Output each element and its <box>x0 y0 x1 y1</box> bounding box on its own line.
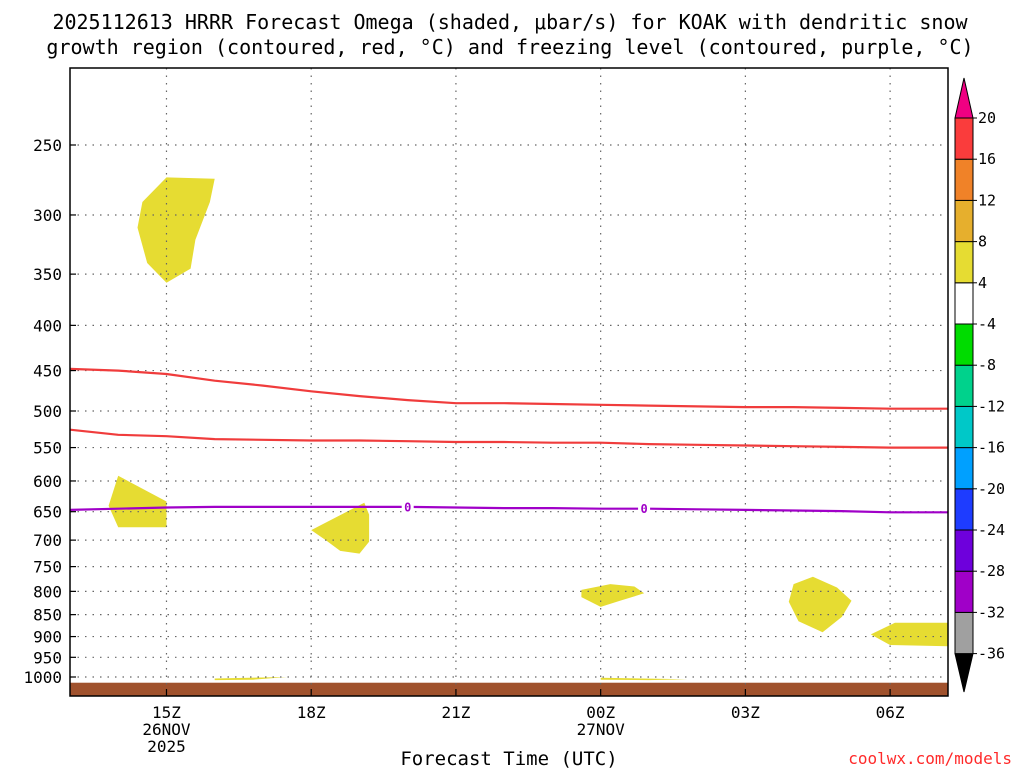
omega-region-4 <box>581 584 645 607</box>
credit-text: coolwx.com/models <box>848 749 1012 768</box>
y-tick-label-950: 950 <box>33 648 62 667</box>
x-axis-label: Forecast Time (UTC) <box>400 748 617 768</box>
contour-dgz-top <box>69 367 948 410</box>
y-tick-label-350: 350 <box>33 265 62 284</box>
contour-label-bg-2 <box>638 500 651 517</box>
x-tick-label-06Z-1: 06Z <box>876 703 905 722</box>
x-tick-label-03Z-1: 03Z <box>731 703 760 722</box>
y-axis: 250 300 350 400 450 500 550 600 650 700 750 800 850 9… <box>23 136 76 687</box>
colorbar-segment-6 <box>954 405 974 449</box>
y-tick-label-450: 450 <box>33 362 62 381</box>
contour-label-2: 0 <box>640 502 647 516</box>
y-tick-label-850: 850 <box>33 606 62 625</box>
colorbar-label-4: -20 <box>978 480 1005 498</box>
x-tick-label-00Z-2: 27NOV <box>577 720 626 739</box>
colorbar-top-arrow <box>954 77 974 119</box>
colorbar-segment-12 <box>954 158 974 201</box>
colorbar-segment-11 <box>954 199 974 243</box>
colorbar-label-6: -12 <box>978 397 1005 415</box>
x-tick-label-21Z-1: 21Z <box>441 703 470 722</box>
y-tick-label-300: 300 <box>33 206 62 225</box>
contour-lines <box>69 367 948 514</box>
y-tick-label-750: 750 <box>33 558 62 577</box>
y-tick-label-800: 800 <box>33 582 62 601</box>
y-tick-label-400: 400 <box>33 316 62 335</box>
x-tick-label-15Z-1: 15Z <box>152 703 181 722</box>
y-tick-label-900: 900 <box>33 628 62 647</box>
chart-title-line-2: growth region (contoured, red, °C) and f… <box>46 35 973 59</box>
x-tick-label-15Z-2: 26NOV <box>142 720 191 739</box>
colorbar-label-9: 4 <box>978 274 987 292</box>
x-tick-label-15Z-3: 2025 <box>147 737 186 756</box>
colorbar-bottom-arrow <box>954 653 974 693</box>
contour-label-bg-1 <box>401 498 414 515</box>
ground-layer <box>70 682 948 696</box>
omega-region-8 <box>600 677 688 681</box>
omega-region-6 <box>870 622 948 647</box>
y-tick-label-550: 550 <box>33 439 62 458</box>
contour-dgz-bottom <box>69 428 948 449</box>
colorbar-segment-9 <box>954 282 974 325</box>
x-tick-label-18Z-1: 18Z <box>297 703 326 722</box>
colorbar-label-8: -4 <box>978 315 996 333</box>
y-tick-label-250: 250 <box>33 136 62 155</box>
y-tick-label-700: 700 <box>33 531 62 550</box>
omega-shaded-regions <box>108 177 948 681</box>
colorbar-label-12: 16 <box>978 150 996 168</box>
colorbar-segment-2 <box>954 570 974 613</box>
colorbar-segment-8 <box>954 323 974 366</box>
x-tick-label-00Z-1: 00Z <box>586 703 615 722</box>
contour-freezing-level <box>69 505 948 514</box>
colorbar-label-7: -8 <box>978 356 996 374</box>
y-tick-label-600: 600 <box>33 472 62 491</box>
omega-region-5 <box>788 576 852 633</box>
colorbar: -36 -32 -28 -24 -20 -16 -12 -8 -4 4 8 12 16 20 <box>954 77 1005 693</box>
omega-region-7 <box>214 677 288 681</box>
omega-region-2 <box>108 475 167 528</box>
y-tick-label-500: 500 <box>33 402 62 421</box>
y-tick-label-1000: 1000 <box>23 668 62 687</box>
colorbar-segment-4 <box>954 488 974 531</box>
colorbar-segment-3 <box>954 529 974 572</box>
y-tick-label-650: 650 <box>33 503 62 522</box>
colorbar-label-0: -36 <box>978 645 1005 663</box>
colorbar-segment-7 <box>954 364 974 407</box>
colorbar-segment-13 <box>954 117 974 160</box>
contour-label-1: 0 <box>404 500 411 514</box>
colorbar-label-10: 8 <box>978 233 987 251</box>
colorbar-segment-1 <box>954 611 974 655</box>
ground-fill <box>70 682 948 696</box>
colorbar-label-11: 12 <box>978 191 996 209</box>
chart-title-line-1: 2025112613 HRRR Forecast Omega (shaded, … <box>52 10 968 34</box>
colorbar-label-2: -28 <box>978 562 1005 580</box>
omega-region-3 <box>311 502 370 554</box>
colorbar-label-1: -32 <box>978 603 1005 621</box>
omega-region-1 <box>137 177 215 283</box>
plot-frame <box>69 67 949 697</box>
colorbar-label-3: -24 <box>978 521 1005 539</box>
colorbar-segment-10 <box>954 241 974 284</box>
colorbar-segment-5 <box>954 447 974 490</box>
colorbar-label-13: 20 <box>978 109 996 127</box>
colorbar-label-5: -16 <box>978 439 1005 457</box>
